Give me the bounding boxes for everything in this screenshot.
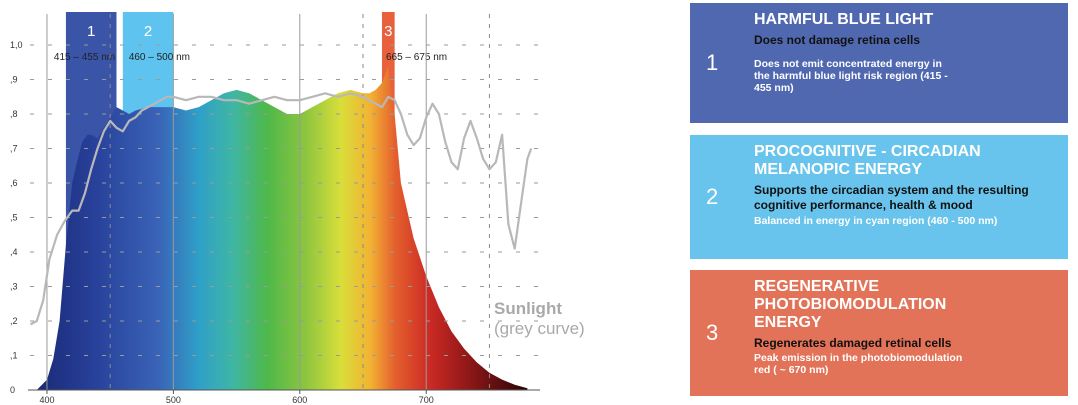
panel-subtitle: Regenerates damaged retinal cells xyxy=(754,336,952,350)
sunlight-sub-label: (grey curve) xyxy=(494,319,585,338)
band-range-label-2: 460 – 500 nm xyxy=(129,52,190,63)
y-tick-label: ,8 xyxy=(10,109,18,119)
x-tick-label: 700 xyxy=(419,395,434,405)
x-tick-label: 400 xyxy=(39,395,54,405)
y-tick-label: 0 xyxy=(10,385,15,395)
spectrum-area xyxy=(36,65,528,390)
panel-title: PROCOGNITIVE - CIRCADIAN MELANOPIC ENERG… xyxy=(754,143,981,178)
sunlight-label: Sunlight xyxy=(494,299,562,318)
panel-title: REGENERATIVE PHOTOBIOMODULATION ENERGY xyxy=(754,278,947,331)
panel-number: 3 xyxy=(706,320,719,345)
y-tick-label: ,2 xyxy=(10,316,18,326)
sunlight-curve-layer xyxy=(29,92,533,326)
panel-description: Balanced in energy in cyan region (460 -… xyxy=(754,215,998,227)
x-tick-label: 500 xyxy=(166,395,181,405)
y-tick-label: ,7 xyxy=(10,144,18,154)
y-tick-label: ,4 xyxy=(10,247,18,257)
axes-layer: 400 500 600 700 0 ,1 ,2 ,3 ,4 ,5 ,6 ,7 ,8 ,9 1,0 xyxy=(10,40,540,405)
panel-description: Peak emission in the photobiomodulation … xyxy=(754,352,963,376)
band-number-1: 1 xyxy=(87,23,95,40)
band-range-label-1: 415 – 455 nm xyxy=(54,52,115,63)
chart-labels: Sunlight (grey curve) xyxy=(494,299,585,338)
panel-regenerative-photobiomodulation: 3 REGENERATIVE PHOTOBIOMODULATION ENERGY… xyxy=(690,270,1068,396)
spectrum-area-layer xyxy=(36,65,528,390)
y-tick-label: ,6 xyxy=(10,178,18,188)
band-number-3: 3 xyxy=(384,23,392,40)
band-range-label-3: 665 – 675 nm xyxy=(386,52,447,63)
spectrum-chart: 1 415 – 455 nm 2 460 – 500 nm 3 665 – 675 nm … xyxy=(10,12,585,405)
panel-number: 1 xyxy=(706,50,719,75)
y-tick-label: ,1 xyxy=(10,351,18,361)
panel-subtitle: Supports the circadian system and the re… xyxy=(754,183,1029,212)
y-tick-label: ,9 xyxy=(10,75,18,85)
band-number-2: 2 xyxy=(144,23,152,40)
panel-number: 2 xyxy=(706,184,719,209)
panel-subtitle: Does not damage retina cells xyxy=(754,33,921,47)
panel-harmful-blue-light: 1 HARMFUL BLUE LIGHT Does not damage ret… xyxy=(690,3,1068,123)
panel-title: HARMFUL BLUE LIGHT xyxy=(754,11,934,28)
x-tick-label: 600 xyxy=(292,395,307,405)
grid-layer xyxy=(30,14,540,390)
panel-procognitive-circadian: 2 PROCOGNITIVE - CIRCADIAN MELANOPIC ENE… xyxy=(690,135,1068,259)
panel-description: Does not emit concentrated energy in the… xyxy=(754,58,948,94)
y-tick-label: 1,0 xyxy=(10,40,23,50)
y-tick-label: ,3 xyxy=(10,282,18,292)
sunlight-curve xyxy=(29,92,533,326)
y-tick-label: ,5 xyxy=(10,213,18,223)
